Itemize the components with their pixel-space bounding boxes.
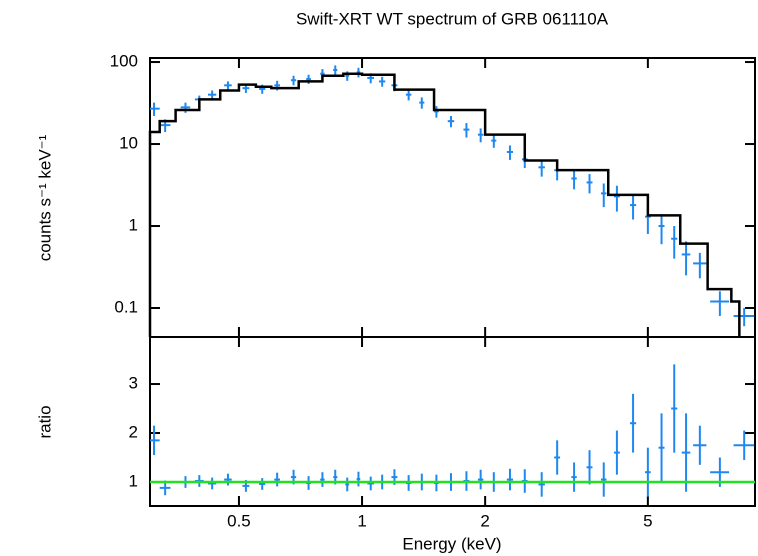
data-point (224, 81, 232, 90)
ratio-point (506, 468, 514, 491)
data-point (681, 241, 691, 276)
y-tick-label: 0.1 (114, 297, 138, 316)
data-point (333, 65, 338, 76)
ratio-point (629, 393, 637, 453)
ratio-point (658, 413, 665, 482)
chart-title: Swift-XRT WT spectrum of GRB 061110A (296, 9, 609, 28)
ratio-point (733, 430, 755, 460)
ratio-point (320, 472, 325, 487)
y-tick-label: 2 (129, 422, 138, 441)
data-point (207, 90, 217, 100)
x-axis-label: Energy (keV) (402, 534, 501, 553)
data-point (571, 170, 577, 190)
ratio-point (645, 447, 651, 497)
ratio-point (693, 425, 707, 465)
data-point (629, 194, 637, 220)
data-point (671, 226, 678, 259)
data-point (710, 291, 730, 316)
data-point (405, 89, 412, 101)
data-point (586, 174, 593, 194)
data-point (613, 185, 620, 212)
y-tick-label: 10 (119, 134, 138, 153)
data-point (693, 252, 707, 279)
ratio-point (571, 462, 577, 492)
ratio-point (613, 430, 620, 475)
x-tick-label: 0.5 (227, 511, 251, 530)
plot-frame (149, 57, 756, 338)
data-point (463, 123, 470, 138)
y-tick-label: 1 (129, 471, 138, 490)
data-point (491, 134, 497, 148)
ratio-point (150, 425, 160, 456)
x-tick-label: 5 (643, 511, 652, 530)
data-point (538, 159, 545, 177)
data-point (658, 214, 665, 245)
ratio-point (538, 472, 545, 497)
data-point (419, 97, 425, 109)
ratio-point (681, 413, 691, 492)
y-tick-label: 3 (129, 374, 138, 393)
x-tick-label: 2 (480, 511, 489, 530)
ratio-point (477, 469, 484, 490)
y-axis-label: counts s⁻¹ keV⁻¹ (35, 134, 54, 261)
ratio-point (586, 450, 593, 485)
data-point (600, 183, 607, 208)
y-tick-label: 100 (110, 52, 138, 71)
ratio-point (600, 462, 607, 497)
y-axis-label: ratio (35, 405, 54, 438)
data-point (477, 128, 484, 143)
data-point (150, 102, 160, 116)
ratio-point (554, 440, 561, 475)
y-tick-label: 1 (129, 216, 138, 235)
ratio-point (356, 471, 361, 487)
ratio-point (671, 364, 678, 453)
ratio-point (367, 476, 375, 491)
data-point (180, 102, 191, 113)
data-point (506, 145, 514, 160)
model-line (148, 72, 741, 337)
ratio-point (274, 472, 280, 487)
data-point (290, 75, 297, 86)
x-tick-label: 1 (357, 511, 366, 530)
data-point (447, 115, 455, 128)
data-point (434, 106, 439, 118)
ratio-point (207, 477, 217, 490)
ratio-point (259, 478, 266, 490)
ratio-point (224, 473, 232, 486)
plot-frame (149, 336, 756, 507)
data-point (378, 76, 386, 87)
ratio-point (345, 477, 350, 492)
data-point (733, 308, 755, 327)
